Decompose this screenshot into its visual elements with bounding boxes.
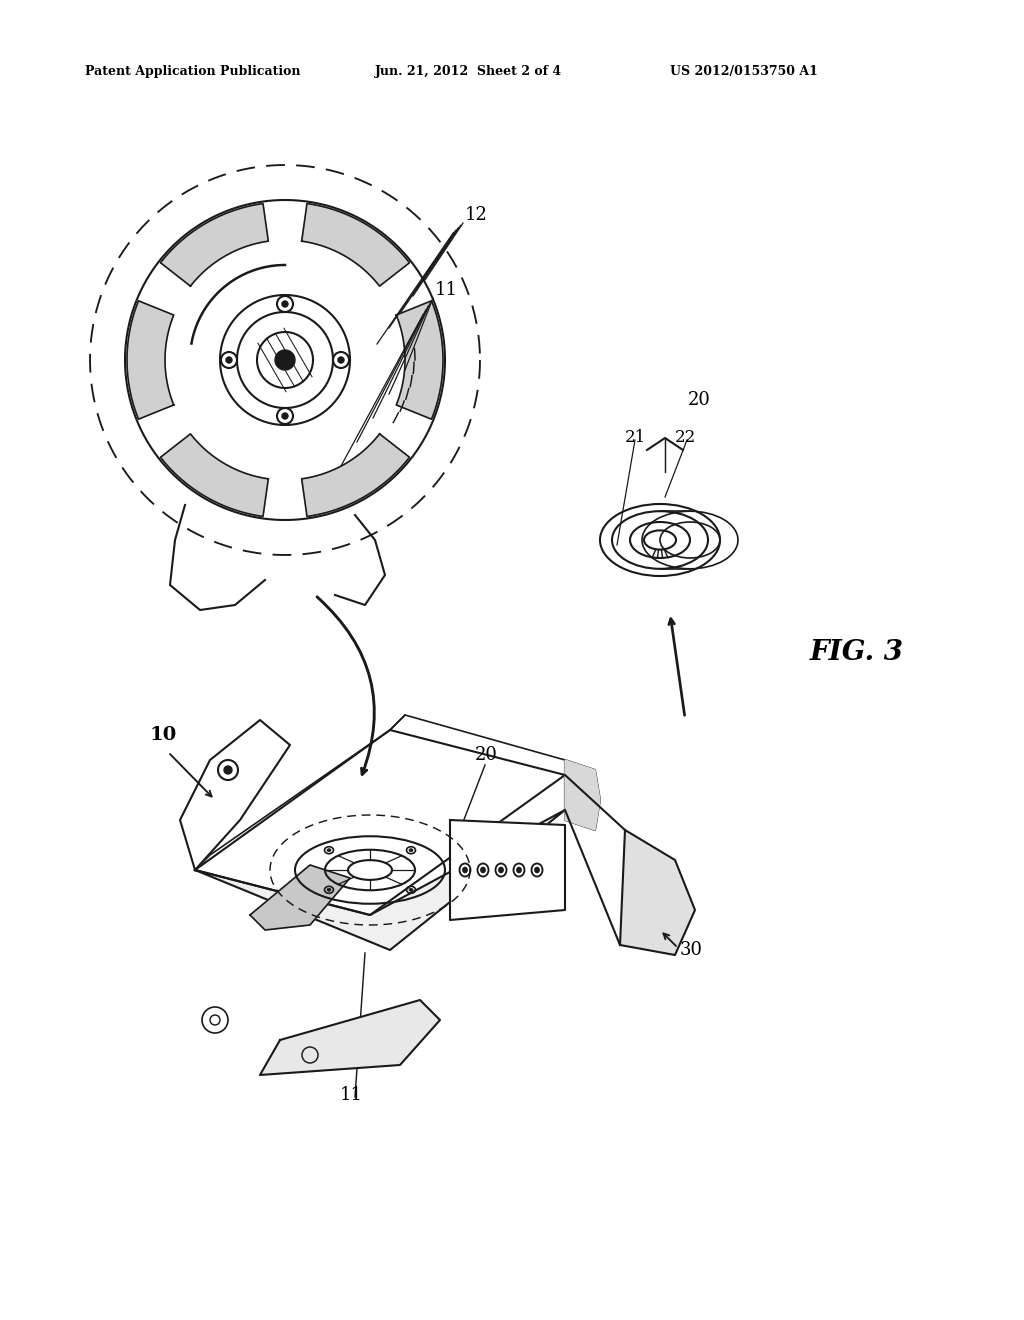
Text: FIG. 3: FIG. 3: [810, 639, 904, 667]
Circle shape: [224, 766, 232, 774]
Text: Patent Application Publication: Patent Application Publication: [85, 65, 300, 78]
Ellipse shape: [327, 888, 331, 891]
Ellipse shape: [535, 867, 540, 873]
Text: 21: 21: [625, 429, 646, 446]
Polygon shape: [260, 1001, 440, 1074]
Polygon shape: [127, 301, 174, 420]
Polygon shape: [250, 865, 350, 931]
Polygon shape: [620, 830, 695, 954]
Ellipse shape: [480, 867, 485, 873]
Circle shape: [282, 413, 288, 418]
Text: 11: 11: [435, 281, 458, 300]
Circle shape: [338, 356, 344, 363]
Circle shape: [275, 350, 295, 370]
Text: 12: 12: [465, 206, 487, 224]
Polygon shape: [565, 775, 590, 820]
Ellipse shape: [516, 867, 521, 873]
Polygon shape: [450, 820, 565, 920]
Text: US 2012/0153750 A1: US 2012/0153750 A1: [670, 65, 818, 78]
Circle shape: [282, 301, 288, 308]
Polygon shape: [302, 203, 410, 286]
Ellipse shape: [409, 888, 413, 891]
Ellipse shape: [499, 867, 504, 873]
Text: 10: 10: [150, 726, 177, 744]
Polygon shape: [180, 719, 290, 870]
Text: 20: 20: [688, 391, 711, 409]
Text: 22: 22: [675, 429, 696, 446]
Text: 20: 20: [475, 746, 498, 764]
Ellipse shape: [409, 849, 413, 851]
Polygon shape: [161, 434, 268, 516]
Polygon shape: [161, 203, 268, 286]
Ellipse shape: [463, 867, 468, 873]
Polygon shape: [302, 434, 410, 516]
Circle shape: [226, 356, 232, 363]
Polygon shape: [195, 810, 565, 950]
Text: Jun. 21, 2012  Sheet 2 of 4: Jun. 21, 2012 Sheet 2 of 4: [375, 65, 562, 78]
Text: 11: 11: [340, 1086, 362, 1104]
Polygon shape: [396, 301, 443, 420]
Text: 30: 30: [680, 941, 703, 960]
Polygon shape: [565, 760, 600, 830]
Ellipse shape: [327, 849, 331, 851]
Polygon shape: [195, 730, 565, 915]
